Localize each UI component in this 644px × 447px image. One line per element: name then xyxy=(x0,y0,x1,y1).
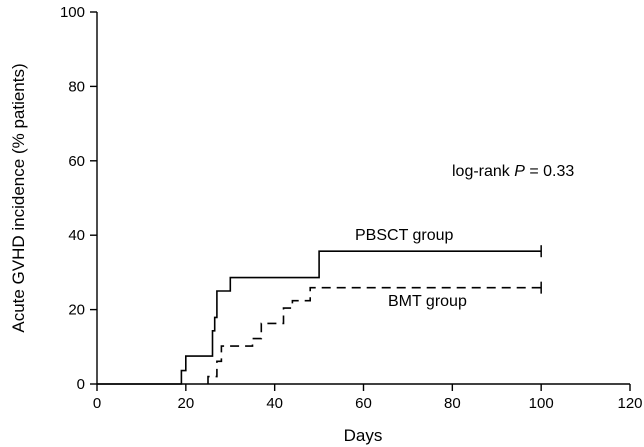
x-tick-label: 0 xyxy=(93,395,101,412)
y-axis-title: Acute GVHD incidence (% patients) xyxy=(9,63,28,332)
logrank-value: = 0.33 xyxy=(525,163,574,180)
logrank-p-symbol: P xyxy=(514,163,525,180)
y-tick-label: 0 xyxy=(77,376,85,393)
x-tick-label: 60 xyxy=(355,395,372,412)
plot-area xyxy=(97,245,542,385)
logrank-prefix: log-rank xyxy=(452,163,514,180)
x-tick-label: 100 xyxy=(529,395,554,412)
x-tick-label: 40 xyxy=(266,395,283,412)
x-tick-label: 120 xyxy=(617,395,642,412)
bmt-group-label: BMT group xyxy=(388,293,467,310)
y-tick-label: 60 xyxy=(68,153,85,170)
y-axis: 0 20 40 60 80 100 xyxy=(60,4,97,393)
bmt-series-line xyxy=(207,286,542,384)
x-tick-label: 20 xyxy=(177,395,194,412)
y-tick-label: 100 xyxy=(60,4,85,21)
y-tick-label: 20 xyxy=(68,302,85,319)
y-tick-label: 80 xyxy=(68,78,85,95)
x-tick-label: 80 xyxy=(444,395,461,412)
pbsct-series-line xyxy=(97,250,542,385)
y-tick-label: 40 xyxy=(68,227,85,244)
pbsct-group-label: PBSCT group xyxy=(355,227,454,244)
logrank-annotation: log-rank P = 0.33 xyxy=(452,163,574,180)
x-axis: 0 20 40 60 80 100 120 xyxy=(93,384,643,412)
x-axis-title: Days xyxy=(344,426,383,445)
